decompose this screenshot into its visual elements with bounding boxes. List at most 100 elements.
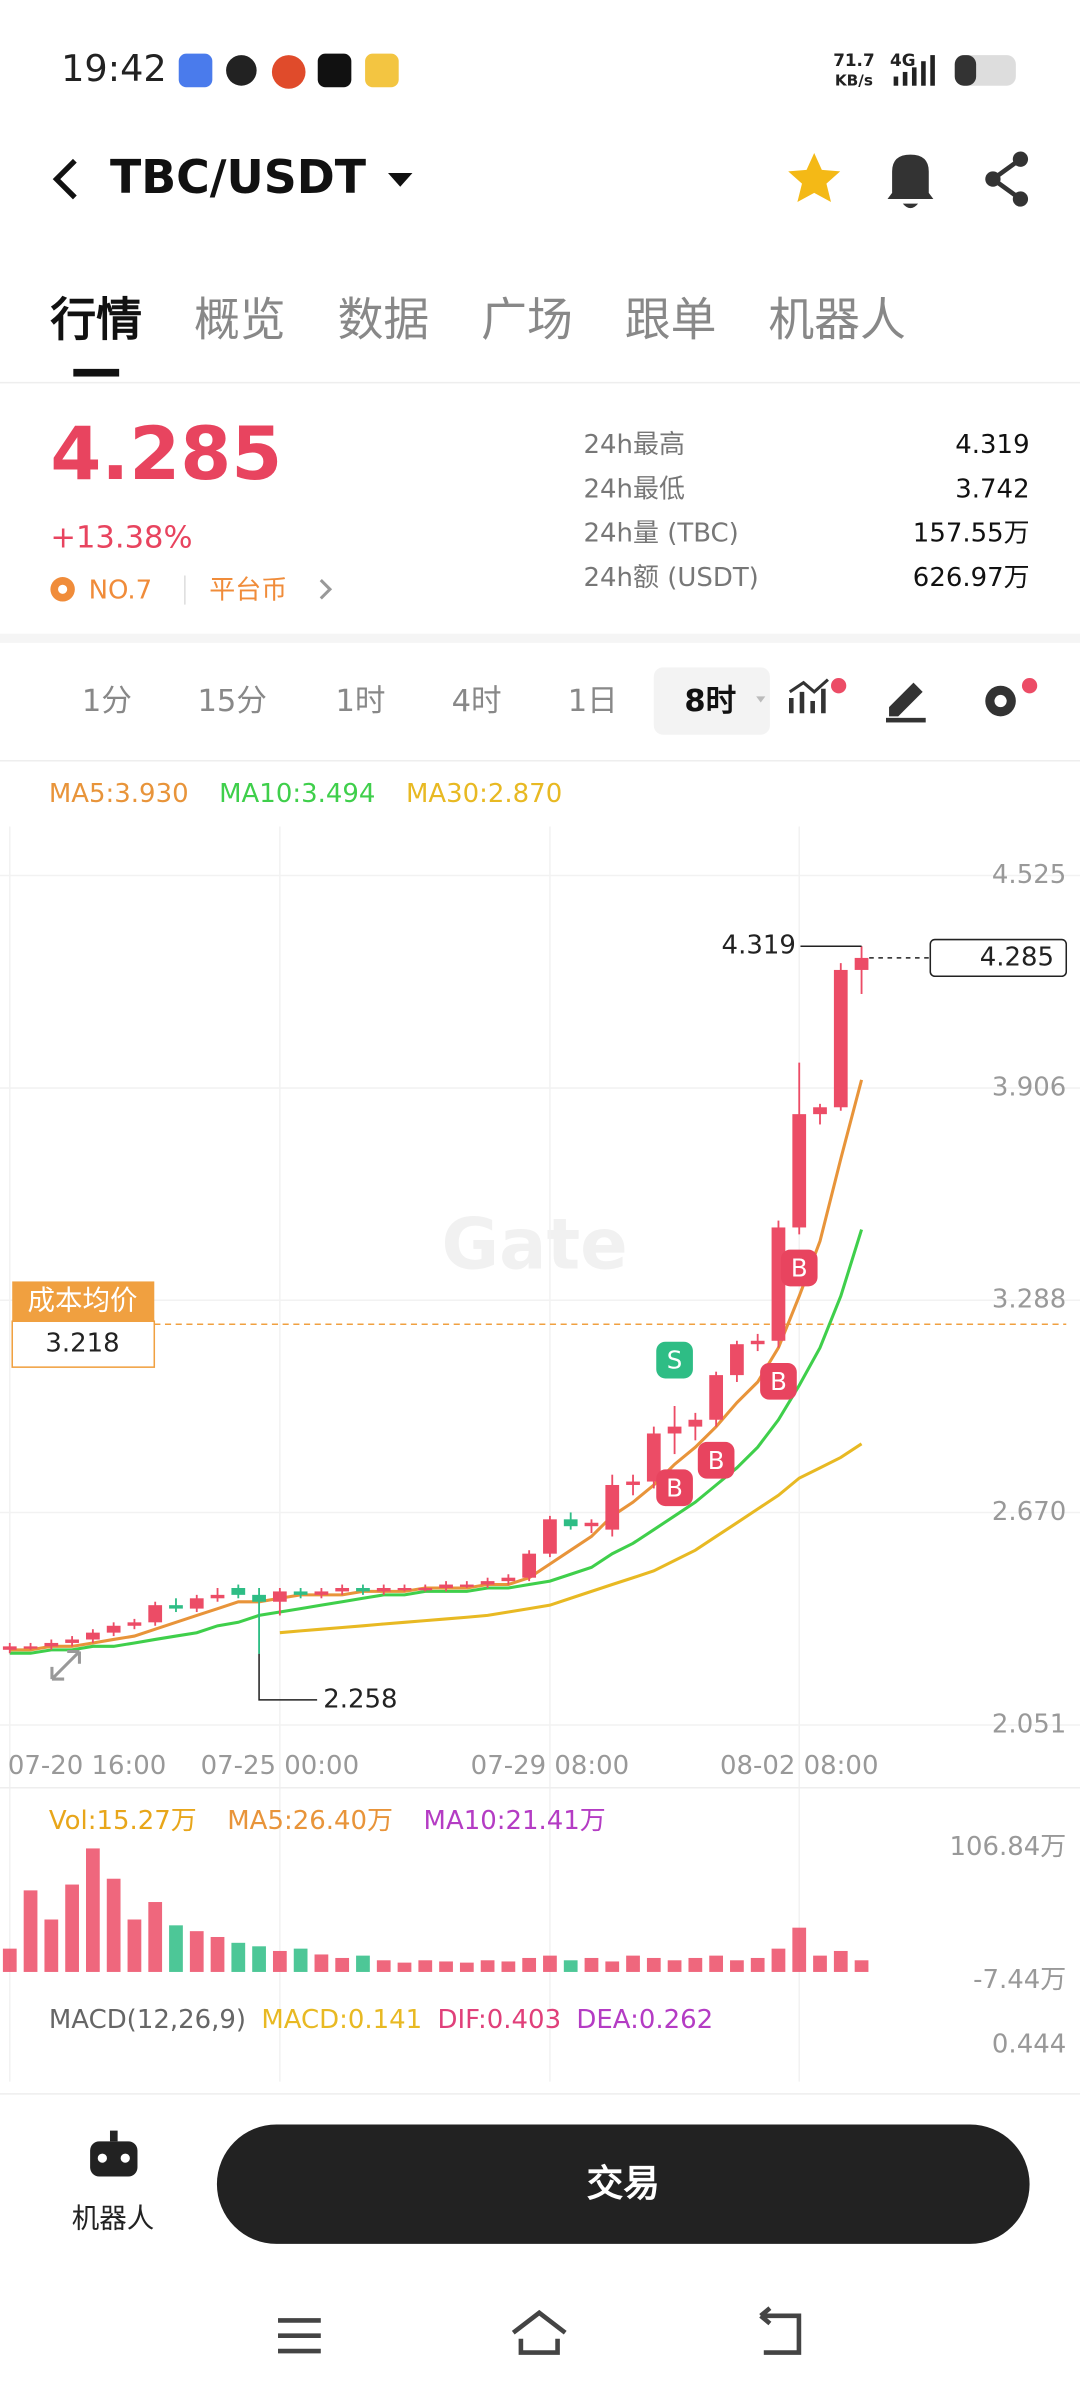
ma-line — [279, 1442, 863, 1635]
volume-bar — [688, 1957, 703, 1972]
trade-marker — [656, 1469, 693, 1507]
ma-line — [9, 1229, 864, 1655]
y-tick-label: 4.525 — [992, 860, 1066, 890]
candle-body — [418, 1587, 433, 1591]
tab[interactable]: 数据 — [338, 292, 430, 346]
draw-button[interactable] — [885, 682, 926, 723]
volume-tick-label: -7.44万 — [973, 1965, 1066, 1995]
robot-label[interactable]: 机器人 — [72, 2202, 154, 2234]
cost-value: 3.218 — [45, 1329, 119, 1359]
candle-body — [605, 1484, 620, 1530]
tab-bar: 行情 概览 数据 广场 跟单 机器人 — [50, 292, 905, 346]
volume-bar — [272, 1950, 287, 1972]
macd-legend: MACD:0.141 — [261, 2005, 422, 2035]
cost-label-bg — [12, 1281, 155, 1322]
tab[interactable]: 机器人 — [768, 292, 905, 346]
stat-value: 157.55万 — [913, 519, 1030, 549]
trade-marker-label: B — [708, 1446, 725, 1475]
signal-battery — [893, 55, 1016, 86]
candle-body — [293, 1591, 308, 1595]
candle-body — [23, 1646, 38, 1649]
trade-button[interactable] — [216, 2124, 1030, 2244]
nav-bar — [278, 2306, 802, 2355]
trade-label[interactable]: 交易 — [587, 2162, 660, 2205]
candle-body — [127, 1622, 142, 1626]
interval-bar: 1分 15分 1时 4时 1日 8时 — [82, 684, 736, 719]
volume-bar — [397, 1962, 412, 1972]
candle-body — [356, 1587, 370, 1592]
volume-bar — [854, 1960, 869, 1972]
robot-icon[interactable] — [90, 2130, 138, 2177]
volume-bar — [169, 1925, 183, 1972]
high-mark-label: 4.319 — [722, 931, 796, 961]
share-button[interactable] — [985, 151, 1029, 207]
interval-dropdown[interactable] — [756, 696, 766, 703]
watermark: Gate — [441, 1203, 627, 1285]
interval[interactable]: 4时 — [452, 684, 502, 719]
volume-legend: MA5:26.40万 — [227, 1806, 393, 1836]
tab[interactable]: 行情 — [50, 292, 142, 346]
volume-bar — [376, 1960, 391, 1972]
nav-home[interactable] — [511, 2309, 567, 2355]
volume-bar — [605, 1961, 620, 1972]
alert-bell[interactable] — [887, 154, 934, 209]
nav-menu[interactable] — [278, 2318, 321, 2354]
candle-body — [480, 1581, 495, 1585]
volume-bar — [65, 1884, 79, 1972]
candle-body — [459, 1584, 474, 1587]
app-icon — [178, 53, 213, 88]
cost-value-bg — [11, 1320, 156, 1368]
tab-indicator — [73, 368, 120, 377]
volume-bar — [771, 1948, 786, 1972]
interval[interactable]: 1分 — [82, 684, 132, 719]
tab[interactable]: 跟单 — [625, 292, 717, 346]
low-mark-label: 2.258 — [323, 1684, 397, 1714]
volume-bar — [148, 1902, 163, 1972]
favorite-star[interactable] — [788, 153, 841, 203]
candle-body — [210, 1594, 225, 1599]
volume-bar — [459, 1962, 474, 1972]
stat-value: 4.319 — [955, 430, 1029, 460]
tag-chevron[interactable] — [319, 579, 333, 600]
coin-tag[interactable]: 平台币 — [209, 575, 287, 605]
volume-bar — [23, 1890, 38, 1972]
candle-body — [169, 1605, 183, 1609]
interval[interactable]: 1时 — [336, 684, 386, 719]
divider — [0, 633, 1080, 643]
volume-bar — [730, 1960, 744, 1972]
volume-bar — [792, 1927, 807, 1972]
candle-body — [667, 1426, 682, 1434]
app-icon — [226, 55, 257, 86]
interval[interactable]: 8时 — [684, 684, 736, 719]
back-button[interactable] — [52, 158, 77, 200]
tab[interactable]: 概览 — [194, 292, 286, 346]
settings-button[interactable] — [985, 678, 1038, 717]
nav-back[interactable] — [759, 2306, 802, 2355]
volume-bar — [813, 1955, 827, 1972]
macd-legend: MACD(12,26,9) — [49, 2005, 246, 2035]
indicator-button[interactable] — [788, 678, 847, 714]
y-tick-label: 2.670 — [992, 1497, 1066, 1527]
stat-value: 626.97万 — [913, 563, 1030, 593]
network-speed-unit: KB/s — [835, 72, 873, 90]
interval[interactable]: 15分 — [197, 684, 266, 719]
tab[interactable]: 广场 — [481, 292, 573, 346]
pair-title[interactable]: TBC/USDT — [110, 150, 367, 204]
volume-bar — [501, 1961, 516, 1972]
volume-bar — [750, 1957, 765, 1972]
interval[interactable]: 1日 — [568, 684, 618, 719]
candle-body — [2, 1646, 17, 1650]
candle-body — [771, 1227, 786, 1341]
pair-dropdown[interactable] — [388, 172, 413, 187]
trade-marker — [760, 1362, 797, 1400]
expand-button[interactable] — [50, 1650, 81, 1681]
candle-body — [646, 1433, 661, 1482]
last-price-label: 4.285 — [980, 942, 1054, 972]
candle-body — [501, 1577, 516, 1582]
y-tick-label: 3.906 — [992, 1073, 1066, 1103]
chart: Gate 2.051 2.670 3.288 3.906 4.525 07-20 16:00… — [0, 779, 1080, 2082]
trade-marker — [697, 1441, 735, 1479]
candle-body — [584, 1522, 599, 1527]
